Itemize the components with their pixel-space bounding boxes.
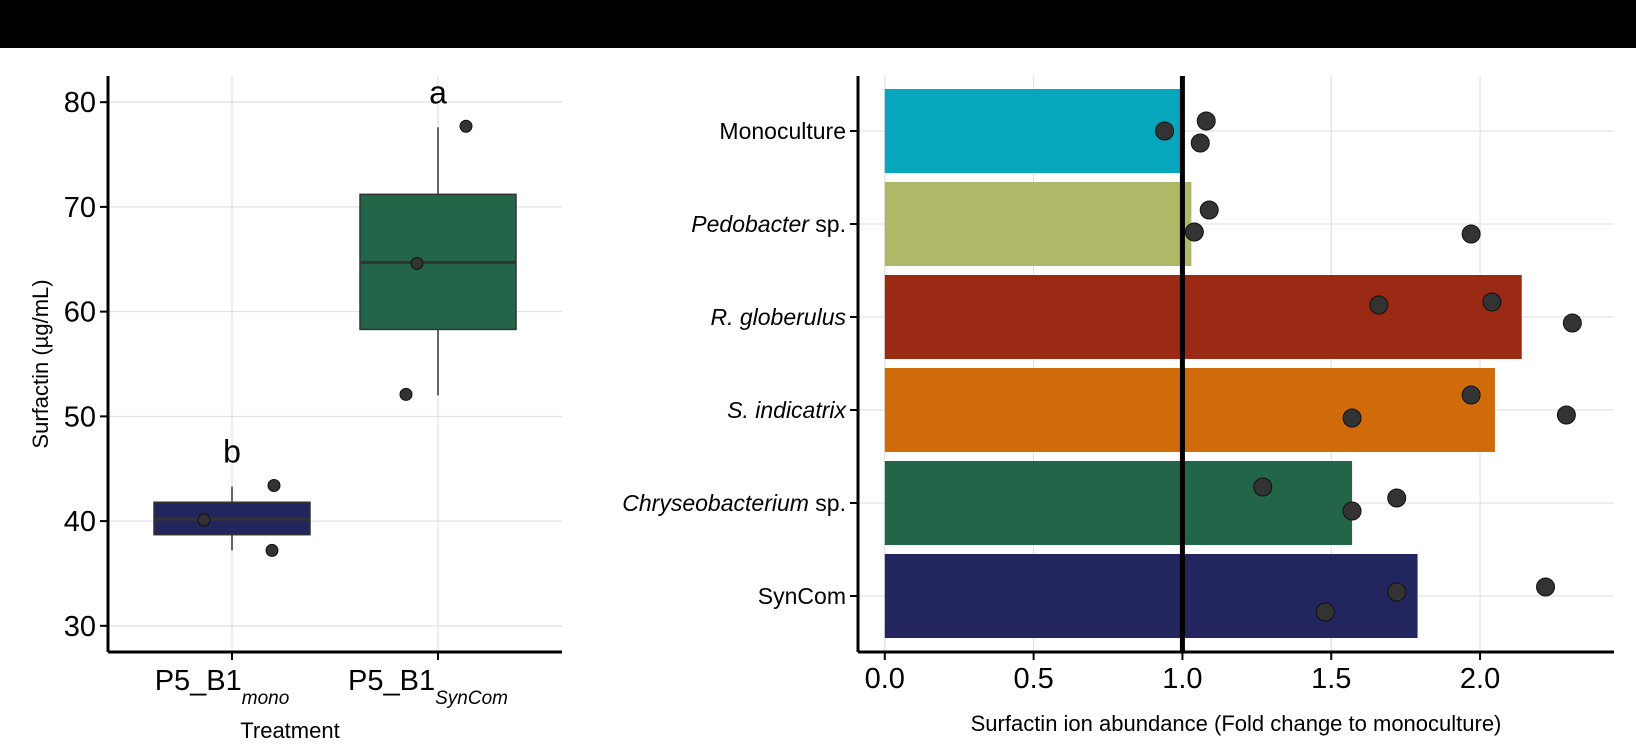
bar bbox=[884, 554, 1418, 638]
data-point bbox=[1387, 582, 1407, 602]
y-tick-label: 50 bbox=[64, 401, 96, 433]
category-label: Pedobacter sp. bbox=[691, 211, 846, 237]
data-point bbox=[1342, 408, 1362, 428]
bar bbox=[884, 182, 1192, 266]
category-label-suffix: sp. bbox=[809, 211, 846, 237]
significance-letter: b bbox=[223, 434, 241, 470]
x-tick-label: 1.5 bbox=[1311, 663, 1351, 695]
data-point bbox=[1482, 292, 1502, 312]
category-label-plain: Monoculture bbox=[719, 118, 846, 144]
y-tick-label: 40 bbox=[64, 506, 96, 538]
top-black-band bbox=[0, 0, 1636, 48]
bar bbox=[884, 461, 1353, 545]
data-point bbox=[265, 543, 279, 557]
bar bbox=[884, 89, 1183, 173]
x-axis-title: Treatment bbox=[240, 718, 339, 743]
data-point bbox=[1369, 295, 1389, 315]
category-label-italic: S. indicatrix bbox=[727, 397, 847, 423]
category-label-suffix: sp. bbox=[809, 490, 846, 516]
x-axis-title: Surfactin ion abundance (Fold change to … bbox=[971, 711, 1502, 736]
data-point bbox=[1342, 501, 1362, 521]
x-tick-base: P5_B1 bbox=[348, 665, 435, 697]
category-label-italic: Chryseobacterium bbox=[622, 490, 809, 516]
x-tick-subscript: SynCom bbox=[435, 688, 508, 709]
x-tick-base: P5_B1 bbox=[155, 665, 242, 697]
category-label-plain: SynCom bbox=[758, 583, 846, 609]
data-point bbox=[1387, 488, 1407, 508]
bar-chart-panel: Monoculture Pedobacter sp. R. globerulus S.… bbox=[622, 76, 1614, 736]
x-tick-label: 0.0 bbox=[865, 663, 905, 695]
category-label: R. globerulus bbox=[710, 304, 846, 330]
data-point bbox=[1253, 477, 1273, 497]
data-point bbox=[1199, 200, 1219, 220]
y-tick-label: 80 bbox=[64, 87, 96, 119]
data-point bbox=[1556, 405, 1576, 425]
data-point bbox=[267, 478, 281, 492]
x-tick-label: 1.0 bbox=[1162, 663, 1202, 695]
data-point bbox=[1562, 313, 1582, 333]
data-point bbox=[197, 513, 211, 527]
y-tick-label: 60 bbox=[64, 297, 96, 329]
data-point bbox=[1315, 602, 1335, 622]
x-tick-label: P5_B1mono bbox=[155, 665, 290, 709]
data-point bbox=[410, 256, 424, 270]
data-point bbox=[399, 387, 413, 401]
bar bbox=[884, 368, 1495, 452]
data-point bbox=[1461, 224, 1481, 244]
y-axis-title: Surfactin (µg/mL) bbox=[28, 279, 53, 448]
category-label-italic: Pedobacter bbox=[691, 211, 810, 237]
y-tick-label: 70 bbox=[64, 192, 96, 224]
data-point bbox=[1536, 577, 1556, 597]
bar bbox=[884, 275, 1522, 359]
category-label: Monoculture bbox=[719, 118, 846, 144]
category-label-italic: R. globerulus bbox=[710, 304, 846, 330]
x-tick-label: 2.0 bbox=[1460, 663, 1500, 695]
significance-letter: a bbox=[429, 74, 447, 110]
data-point bbox=[459, 119, 473, 133]
category-label: SynCom bbox=[758, 583, 846, 609]
data-point bbox=[1155, 121, 1175, 141]
data-point bbox=[1190, 133, 1210, 153]
category-label: Chryseobacterium sp. bbox=[622, 490, 846, 516]
x-tick-label: P5_B1SynCom bbox=[348, 665, 508, 709]
category-label: S. indicatrix bbox=[727, 397, 847, 423]
y-tick-label: 30 bbox=[64, 611, 96, 643]
x-tick-label: 0.5 bbox=[1013, 663, 1053, 695]
data-point bbox=[1461, 385, 1481, 405]
boxplot-panel: 304050607080bP5_B1monoaP5_B1SynComTreatm… bbox=[28, 74, 562, 743]
x-tick-subscript: mono bbox=[242, 688, 290, 709]
data-point bbox=[1184, 222, 1204, 242]
data-point bbox=[1196, 111, 1216, 131]
